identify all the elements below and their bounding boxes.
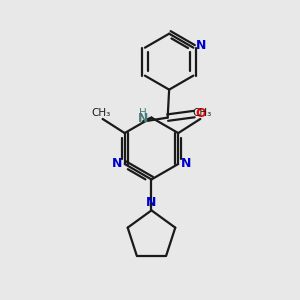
Text: N: N — [146, 196, 157, 209]
Text: N: N — [138, 112, 148, 125]
Text: H: H — [140, 108, 147, 118]
Text: N: N — [112, 158, 122, 170]
Text: O: O — [195, 107, 206, 120]
Text: CH₃: CH₃ — [92, 108, 111, 118]
Text: N: N — [180, 158, 191, 170]
Text: CH₃: CH₃ — [192, 108, 212, 118]
Text: N: N — [196, 39, 206, 52]
